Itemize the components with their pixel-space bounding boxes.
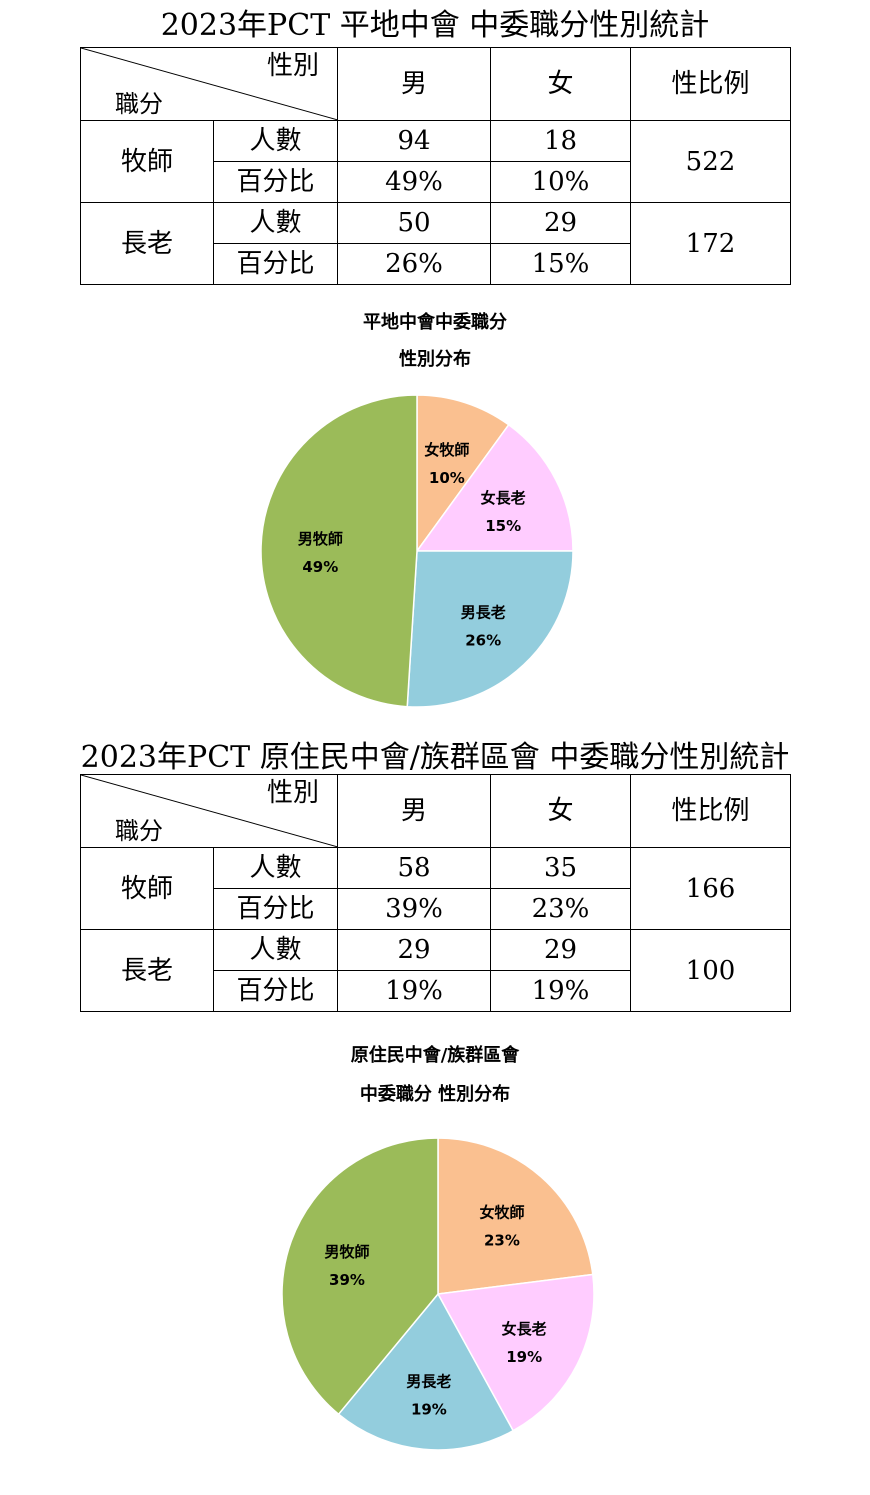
table-row: 百分比 49% 10% xyxy=(81,161,791,203)
ratio-cell: 522 xyxy=(630,120,791,203)
header-female: 女 xyxy=(490,47,631,121)
female-pct-cell: 15% xyxy=(490,243,631,285)
female-count-cell: 35 xyxy=(490,847,631,889)
pie-value-label: 49% xyxy=(302,558,338,576)
pie-slice-2 xyxy=(436,1273,595,1432)
male-pct-cell: 19% xyxy=(337,970,491,1012)
corner-role-label: 職分 xyxy=(115,817,163,845)
female-count-cell: 29 xyxy=(490,202,631,244)
corner-diagonal-line xyxy=(81,775,337,847)
pie-slice-4 xyxy=(260,394,418,708)
header-ratio: 性比例 xyxy=(630,774,791,848)
pie-category-label: 女長老 xyxy=(502,1320,547,1338)
pie-category-label: 女長老 xyxy=(481,489,526,507)
female-count-cell: 18 xyxy=(490,120,631,162)
ratio-cell: 166 xyxy=(630,847,791,930)
corner-header-cell: 性別 職分 xyxy=(80,774,338,848)
pie-chart-1: 女牧師 10% 女長老 15% 男長老 26% 男牧師 49% xyxy=(260,394,574,708)
table-header-row: 性別 職分 男 女 性比例 xyxy=(80,774,791,848)
count-label-cell: 人數 xyxy=(213,120,338,162)
table-row: 長老 人數 29 29 100 xyxy=(80,929,791,1012)
pct-label-cell: 百分比 xyxy=(213,970,338,1012)
male-pct-cell: 39% xyxy=(337,888,491,930)
pie-chart-2: 女牧師 23% 女長老 19% 男長老 19% 男牧師 39% xyxy=(281,1137,595,1451)
role-cell-elder: 長老 xyxy=(80,202,214,285)
stats-table-2: 性別 職分 男 女 性比例 牧師 人數 58 35 166 百分比 39% 23… xyxy=(80,774,791,1012)
pie-slice-1 xyxy=(416,394,510,554)
pie-title-2: 原住民中會/族群區會 xyxy=(350,1045,520,1066)
female-pct-cell: 19% xyxy=(490,970,631,1012)
role-cell-pastor: 牧師 xyxy=(80,847,214,930)
corner-gender-label: 性別 xyxy=(266,778,319,808)
pie-value-label: 39% xyxy=(329,1271,365,1289)
pie-slice-3 xyxy=(337,1292,515,1451)
pie-value-label: 19% xyxy=(506,1348,542,1366)
table-title-2: 2023年PCT 原住民中會/族群區會 中委職分性別統計 xyxy=(80,740,790,775)
corner-header-cell: 性別 職分 xyxy=(80,47,338,121)
female-pct-cell: 10% xyxy=(490,161,631,203)
female-pct-cell: 23% xyxy=(490,888,631,930)
pie-category-label: 男牧師 xyxy=(298,530,343,548)
pie-category-label: 女牧師 xyxy=(424,441,469,459)
pct-label-cell: 百分比 xyxy=(213,161,338,203)
pie-category-label: 男牧師 xyxy=(324,1243,369,1261)
male-count-cell: 29 xyxy=(337,929,491,971)
pie-value-label: 19% xyxy=(411,1400,447,1418)
pie-subtitle-1: 性別分布 xyxy=(399,349,471,370)
male-count-cell: 58 xyxy=(337,847,491,889)
table-row: 百分比 26% 15% xyxy=(81,243,791,285)
header-male: 男 xyxy=(337,47,491,121)
count-label-cell: 人數 xyxy=(213,202,338,244)
count-label-cell: 人數 xyxy=(213,929,338,971)
corner-role-label: 職分 xyxy=(115,90,163,118)
header-female: 女 xyxy=(490,774,631,848)
table-row: 百分比 39% 23% xyxy=(81,888,791,930)
pie-category-label: 男長老 xyxy=(461,604,506,622)
table-row: 百分比 19% 19% xyxy=(81,970,791,1012)
pie-value-label: 15% xyxy=(485,517,521,535)
male-count-cell: 94 xyxy=(337,120,491,162)
pie-slice-1 xyxy=(437,1137,594,1295)
pie-slice-4 xyxy=(281,1137,439,1416)
pie-value-label: 10% xyxy=(429,469,465,487)
role-cell-elder: 長老 xyxy=(80,929,214,1012)
table-header-row: 性別 職分 男 女 性比例 xyxy=(80,47,791,121)
pie-slice-3 xyxy=(406,550,574,708)
header-male: 男 xyxy=(337,774,491,848)
table-row: 牧師 人數 58 35 166 xyxy=(80,847,791,930)
male-pct-cell: 26% xyxy=(337,243,491,285)
pie-slice-2 xyxy=(415,423,574,552)
ratio-cell: 172 xyxy=(630,202,791,285)
pie-title-1: 平地中會中委職分 xyxy=(363,312,507,333)
pct-label-cell: 百分比 xyxy=(213,243,338,285)
role-cell-pastor: 牧師 xyxy=(80,120,214,203)
count-label-cell: 人數 xyxy=(213,847,338,889)
pie-category-label: 男長老 xyxy=(406,1372,451,1390)
corner-diagonal-line xyxy=(81,48,337,120)
table-row: 牧師 人數 94 18 522 xyxy=(80,120,791,203)
male-count-cell: 50 xyxy=(337,202,491,244)
female-count-cell: 29 xyxy=(490,929,631,971)
stats-table-1: 性別 職分 男 女 性比例 牧師 人數 94 18 522 百分比 49% 10… xyxy=(80,47,791,285)
pie-value-label: 23% xyxy=(484,1231,520,1249)
pie-subtitle-2: 中委職分 性別分布 xyxy=(359,1084,511,1105)
header-ratio: 性比例 xyxy=(630,47,791,121)
ratio-cell: 100 xyxy=(630,929,791,1012)
corner-gender-label: 性別 xyxy=(266,51,319,81)
male-pct-cell: 49% xyxy=(337,161,491,203)
table-title-1: 2023年PCT 平地中會 中委職分性別統計 xyxy=(160,8,710,43)
pie-value-label: 26% xyxy=(465,632,501,650)
pct-label-cell: 百分比 xyxy=(213,888,338,930)
pie-category-label: 女牧師 xyxy=(479,1203,524,1221)
table-row: 長老 人數 50 29 172 xyxy=(80,202,791,285)
